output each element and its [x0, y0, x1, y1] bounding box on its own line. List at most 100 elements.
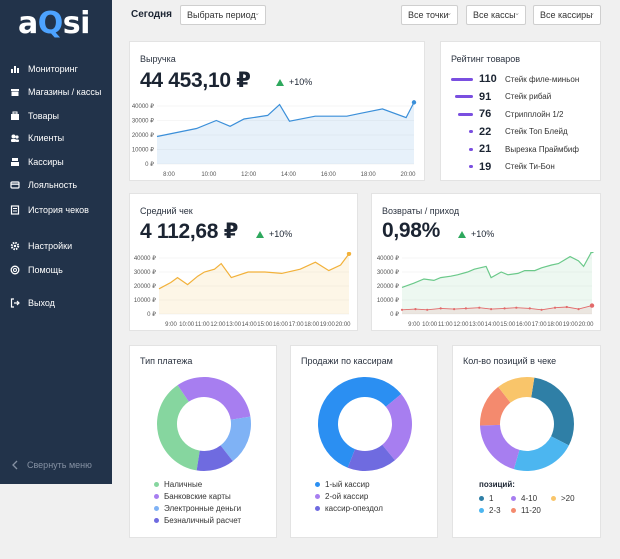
data-point[interactable] — [400, 308, 404, 311]
donut-slice[interactable] — [480, 424, 520, 470]
revenue-delta-value: +10% — [289, 77, 313, 87]
data-point[interactable] — [503, 307, 506, 310]
donut-slice[interactable] — [318, 377, 402, 468]
data-point[interactable] — [553, 306, 557, 309]
arrow-up-icon — [276, 78, 284, 86]
donut-slice[interactable] — [480, 386, 511, 426]
x-tick-label: 14:00 — [281, 172, 297, 178]
donut-slice[interactable] — [513, 436, 569, 471]
registers-select[interactable]: Все кассы ⌄ — [466, 5, 526, 25]
cashiers-select[interactable]: Все кассиры ⌄ — [533, 5, 601, 25]
data-point[interactable] — [528, 307, 531, 310]
legend-item[interactable]: 11-20 — [511, 506, 541, 515]
rating-item[interactable]: 22 Стейк Топ Блейд — [451, 125, 568, 139]
sidebar-item-goods[interactable]: Товары — [10, 108, 59, 124]
donut-slice[interactable] — [531, 377, 574, 446]
data-point[interactable] — [590, 252, 594, 254]
sidebar-item-registers[interactable]: Кассиры — [10, 154, 64, 170]
sidebar-item-settings[interactable]: Настройки — [10, 238, 72, 254]
arrow-up-icon — [256, 230, 264, 238]
data-point[interactable] — [577, 308, 580, 311]
legend-item[interactable]: >20 — [551, 494, 575, 503]
sidebar-item-loyalty[interactable]: Лояльность — [10, 177, 77, 193]
data-point[interactable] — [426, 308, 429, 311]
y-tick-label: 40000 ₽ — [134, 255, 156, 262]
series-area — [157, 102, 414, 164]
donut-slice[interactable] — [347, 444, 395, 471]
x-tick-label: 17:00 — [532, 322, 548, 328]
sidebar-item-monitoring[interactable]: Мониторинг — [10, 61, 78, 77]
sidebar-item-help[interactable]: Помощь — [10, 262, 63, 278]
rating-item[interactable]: 110 Стейк филе-миньон — [451, 72, 579, 86]
legend-item[interactable]: 2-3 — [479, 506, 501, 515]
rating-item[interactable]: 19 Стейк Ти-Бон — [451, 160, 555, 174]
legend-item[interactable]: 2-ой кассир — [315, 492, 368, 501]
series-line — [156, 102, 415, 138]
donut-slice[interactable] — [157, 385, 200, 471]
y-tick-label: 20000 ₽ — [377, 283, 399, 290]
x-tick-label: 10:00 — [201, 172, 217, 178]
x-tick-label: 18:00 — [361, 172, 377, 178]
legend-item[interactable]: кассир-опездол — [315, 504, 383, 513]
payment-type-title: Тип платежа — [140, 356, 193, 366]
sidebar-item-receipt-history[interactable]: История чеков — [10, 202, 89, 218]
donut-slice[interactable] — [498, 377, 535, 403]
data-point[interactable] — [590, 304, 594, 307]
goods-icon — [11, 111, 19, 120]
series-area — [402, 252, 592, 314]
x-tick-label: 11:00 — [195, 322, 210, 328]
data-point[interactable] — [414, 308, 417, 311]
x-tick-label: 14:00 — [485, 322, 501, 328]
app-logo[interactable]: aQsi — [18, 6, 90, 41]
x-tick-label: 15:00 — [500, 322, 516, 328]
x-tick-label: 19:00 — [563, 322, 579, 328]
y-tick-label: 0 ₽ — [390, 311, 399, 318]
sidebar-item-clients[interactable]: Клиенты — [10, 130, 64, 146]
data-point[interactable] — [490, 308, 493, 311]
data-point[interactable] — [453, 308, 456, 311]
legend-item[interactable]: 4-10 — [511, 494, 537, 503]
legend-item[interactable]: 1 — [479, 494, 493, 503]
donut-slice[interactable] — [196, 445, 233, 471]
returns-title: Возвраты / приход — [382, 206, 460, 216]
legend-item[interactable]: Наличные — [154, 480, 202, 489]
legend-swatch — [154, 482, 159, 487]
period-select[interactable]: Выбрать период ⌄ — [180, 5, 266, 25]
data-point[interactable] — [346, 252, 352, 256]
legend-item[interactable]: 1-ый кассир — [315, 480, 370, 489]
data-point[interactable] — [540, 308, 543, 311]
sidebar-item-stores[interactable]: Магазины / кассы — [10, 84, 101, 100]
x-tick-label: 10:00 — [422, 322, 438, 328]
legend-label: >20 — [561, 494, 575, 503]
y-tick-label: 40000 ₽ — [132, 103, 154, 110]
collapse-menu-button[interactable]: Свернуть меню — [10, 460, 92, 470]
legend-label: Наличные — [164, 480, 203, 489]
rating-item[interactable]: 76 Стрипплойн 1/2 — [451, 107, 563, 121]
data-point[interactable] — [565, 305, 568, 309]
donut-slice[interactable] — [382, 394, 412, 461]
data-point[interactable] — [515, 306, 518, 309]
data-point[interactable] — [478, 306, 481, 309]
legend-item[interactable]: Банковские карты — [154, 492, 231, 501]
rating-count: 21 — [479, 143, 492, 155]
rating-bar — [469, 130, 473, 133]
collapse-menu-label: Свернуть меню — [27, 460, 92, 470]
sidebar-item-logout[interactable]: Выход — [10, 295, 55, 311]
data-point[interactable] — [411, 100, 417, 105]
x-tick-label: 12:00 — [453, 322, 469, 328]
points-select[interactable]: Все точки ⌄ — [401, 5, 458, 25]
donut-slice[interactable] — [177, 377, 251, 420]
rating-bar — [469, 165, 473, 168]
legend-item[interactable]: Электронные деньги — [154, 504, 241, 513]
rating-item[interactable]: 91 Стейк рибай — [451, 90, 551, 104]
donut-slice[interactable] — [220, 416, 251, 462]
data-point[interactable] — [439, 307, 442, 310]
rating-item[interactable]: 21 Вырезка Праймбиф — [451, 142, 579, 156]
legend-label: Безналичный расчет — [164, 516, 242, 525]
legend-item[interactable]: Безналичный расчет — [154, 516, 241, 525]
chevron-left-icon — [12, 460, 18, 470]
sidebar-item-label: Выход — [28, 298, 55, 308]
sidebar-item-label: Лояльность — [28, 180, 78, 190]
data-point[interactable] — [464, 307, 467, 310]
returns-delta-value: +10% — [471, 229, 495, 239]
